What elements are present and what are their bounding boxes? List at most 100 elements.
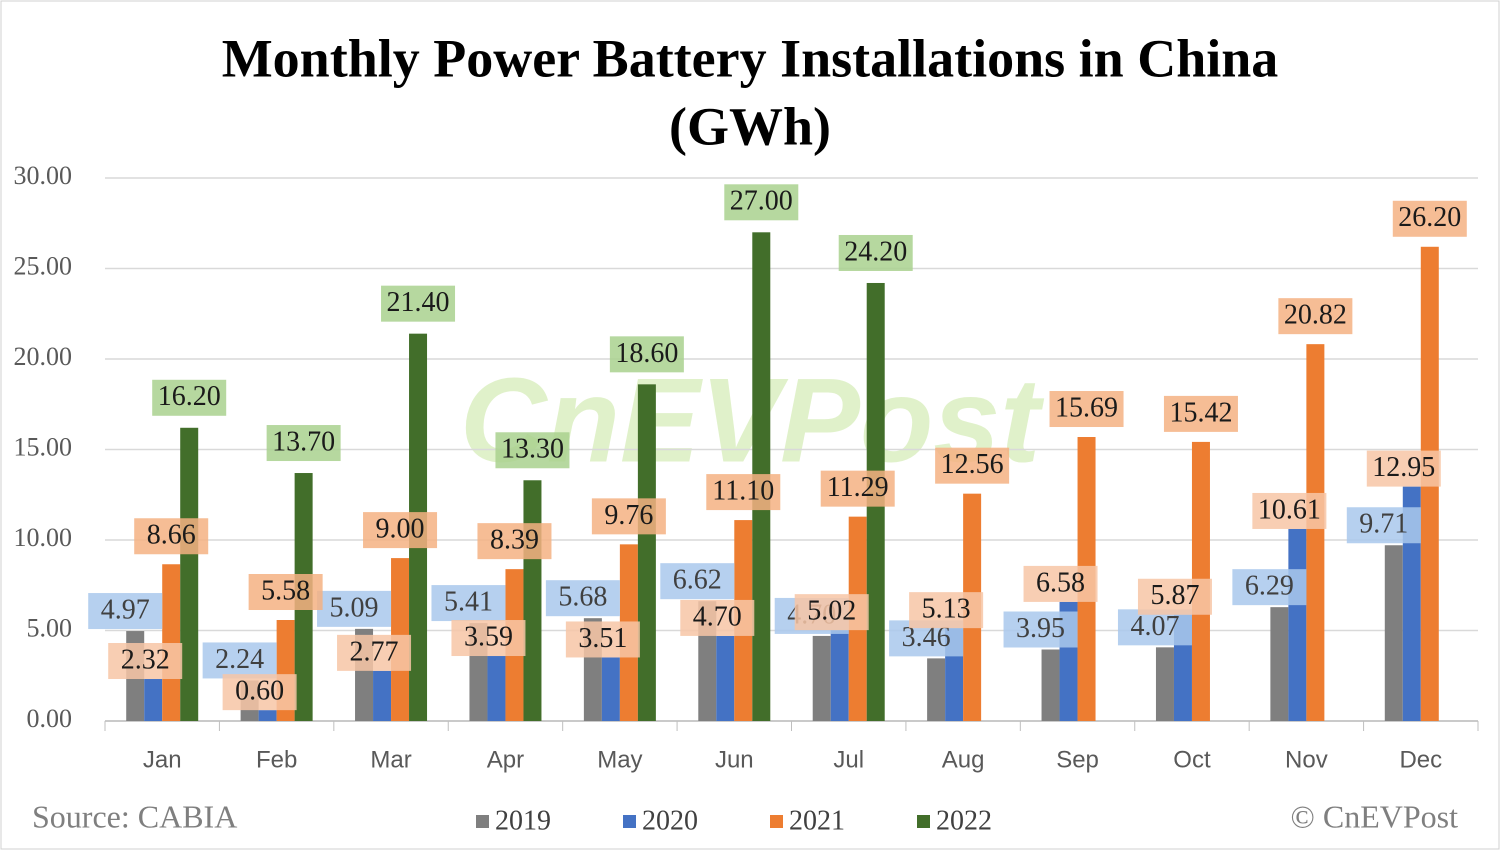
value-label-box (1137, 578, 1212, 615)
bar (1288, 528, 1307, 721)
legend-label: 2019 (495, 805, 551, 836)
legend-label: 2021 (789, 805, 845, 836)
value-label: 9.00 (376, 514, 425, 545)
bar (144, 679, 163, 721)
value-label-box (495, 432, 570, 469)
value-label-box (1023, 565, 1098, 602)
value-label-box (660, 563, 735, 600)
bar (1155, 647, 1174, 721)
value-label-box (591, 498, 666, 535)
x-tick-label: Sep (1056, 746, 1099, 773)
value-label-box (794, 594, 869, 631)
value-labels: 4.972.245.095.415.686.624.703.463.954.07… (88, 184, 1467, 711)
x-tick-label: Jun (715, 746, 754, 773)
value-label-box (706, 474, 781, 511)
bar (487, 656, 506, 721)
legend-swatch (917, 815, 930, 828)
x-tick-label: Apr (487, 746, 524, 773)
value-label-box (935, 447, 1010, 484)
bar (637, 384, 656, 721)
value-label: 10.61 (1258, 494, 1321, 525)
x-tick-label: Feb (256, 746, 297, 773)
bar (180, 427, 199, 721)
value-label: 8.66 (147, 520, 196, 551)
value-label: 13.70 (272, 426, 335, 457)
source: Source: CABIA (32, 798, 237, 834)
value-label: 12.95 (1372, 452, 1435, 483)
value-label: 15.42 (1169, 397, 1232, 428)
value-label: 5.87 (1150, 580, 1199, 611)
value-label: 11.29 (827, 472, 889, 503)
bar (716, 635, 735, 721)
value-label-box (451, 620, 526, 657)
value-label-box (1252, 492, 1327, 529)
value-label-box (317, 590, 392, 627)
value-label-box (1049, 391, 1124, 428)
value-label-box (680, 599, 755, 636)
value-label-box (1117, 609, 1192, 646)
value-label: 2.32 (121, 644, 170, 675)
value-label: 5.09 (330, 592, 379, 623)
value-label: 24.20 (844, 236, 907, 267)
y-tick-label: 15.00 (14, 432, 73, 461)
y-tick-label: 20.00 (14, 342, 73, 371)
value-label: 4.07 (1130, 611, 1179, 642)
value-label: 5.68 (558, 582, 607, 613)
value-label-box (1366, 450, 1441, 487)
value-label-box (1163, 395, 1238, 432)
value-label-box (1232, 569, 1307, 606)
bar (162, 564, 181, 721)
legend-swatch (476, 815, 489, 828)
legend-label: 2022 (936, 805, 992, 836)
bar (1402, 486, 1421, 721)
value-label-box (134, 518, 209, 555)
chart-subtitle: (GWh) (669, 96, 831, 156)
x-tick-label: Oct (1173, 746, 1211, 773)
bar (601, 657, 620, 721)
value-label-box (838, 234, 913, 271)
value-label: 5.13 (922, 594, 971, 625)
x-tick-label: Dec (1399, 746, 1442, 773)
value-label-box (724, 184, 799, 221)
value-label: 15.69 (1055, 392, 1118, 423)
bar (1306, 344, 1325, 721)
value-label: 6.58 (1036, 567, 1085, 598)
bar (373, 670, 392, 721)
value-label: 2.24 (215, 644, 264, 675)
value-label: 4.97 (101, 594, 150, 625)
value-label-box (337, 634, 412, 671)
value-label: 6.62 (673, 565, 722, 596)
legend-label: 2020 (642, 805, 698, 836)
bar (1270, 607, 1289, 721)
value-label-box (88, 593, 163, 630)
value-label-box (545, 580, 620, 617)
value-label: 27.00 (730, 186, 793, 217)
value-label: 20.82 (1284, 300, 1347, 331)
x-tick-label: Jan (143, 746, 182, 773)
value-label-box (1003, 611, 1078, 648)
grid (105, 177, 1478, 722)
value-label: 5.02 (807, 596, 856, 627)
value-label-box (363, 512, 438, 549)
value-label: 18.60 (615, 338, 678, 369)
value-label: 21.40 (387, 287, 450, 318)
value-label: 11.10 (712, 476, 774, 507)
bar (523, 480, 542, 721)
value-label-box (202, 642, 277, 679)
bar (927, 658, 946, 721)
value-label-box (565, 621, 640, 658)
y-tick-label: 0.00 (27, 704, 73, 733)
x-tick-label: Aug (942, 746, 985, 773)
legend-swatch (770, 815, 783, 828)
value-label: 9.71 (1359, 509, 1408, 540)
x-tick-label: Mar (370, 746, 411, 773)
value-label: 5.41 (444, 587, 493, 618)
chart-title: Monthly Power Battery Installations in C… (222, 28, 1279, 88)
x-tick-label: Jul (833, 746, 864, 773)
value-label-box (1278, 298, 1353, 335)
y-tick-label: 10.00 (14, 523, 73, 552)
value-label: 3.95 (1016, 613, 1065, 644)
value-label: 9.76 (604, 500, 653, 531)
value-label: 3.51 (578, 623, 627, 654)
